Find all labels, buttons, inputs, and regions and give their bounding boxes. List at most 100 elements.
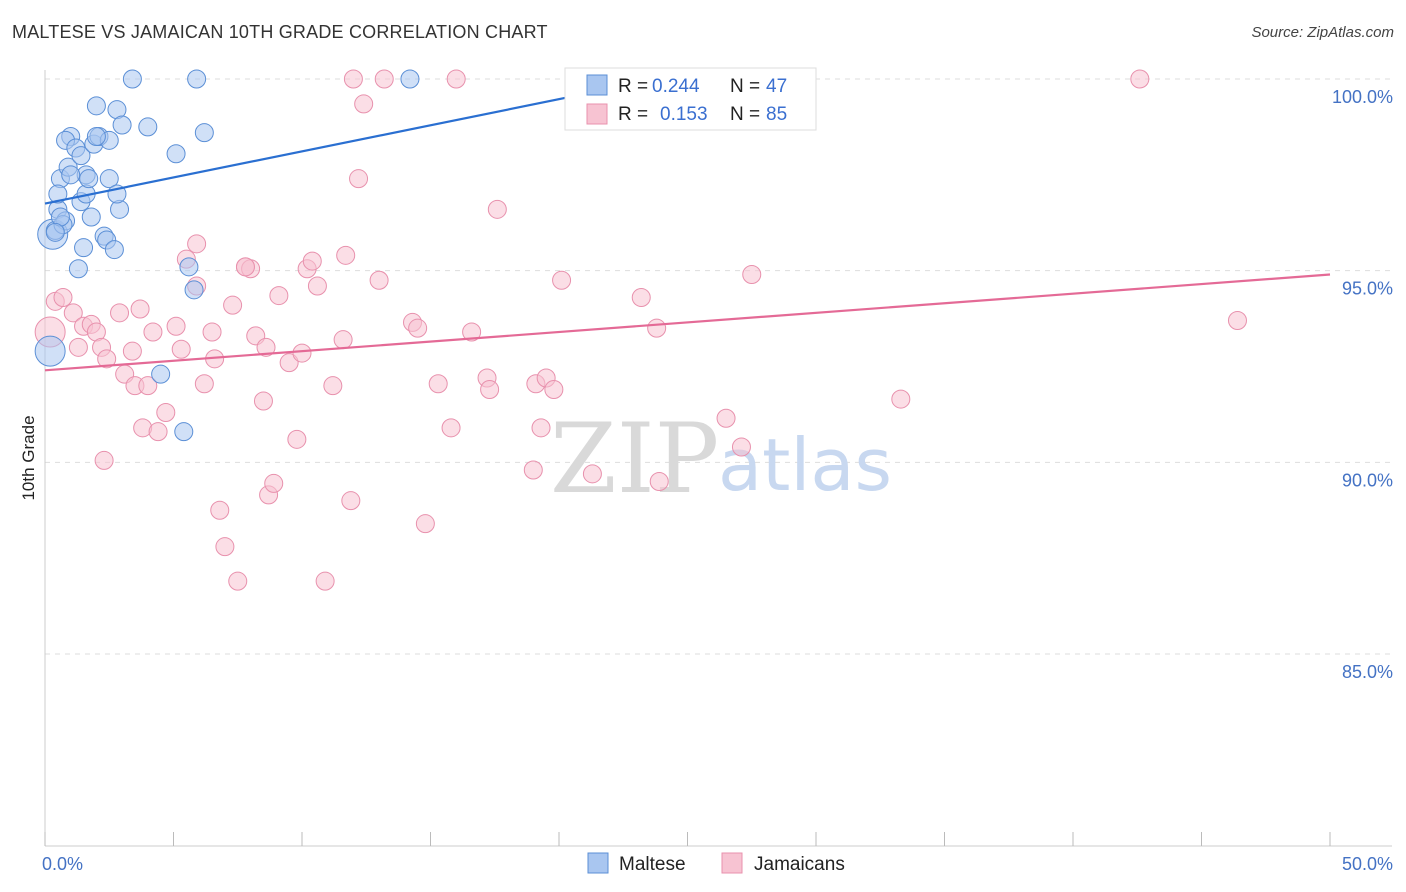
jamaicans-point	[68, 337, 88, 357]
jamaicans-point	[187, 234, 207, 254]
series-legend: Maltese Jamaicans	[587, 852, 845, 875]
jamaicans-point	[166, 316, 186, 336]
jamaicans-point	[292, 343, 312, 363]
jamaicans-point	[210, 500, 230, 520]
gridlines	[45, 78, 1392, 655]
maltese-point	[68, 259, 88, 279]
jamaicans-point	[302, 251, 322, 271]
jamaicans-point	[202, 322, 222, 342]
jamaicans-point	[323, 376, 343, 396]
maltese-point	[122, 69, 142, 89]
maltese-point	[174, 422, 194, 442]
maltese-r-value: 0.244	[652, 76, 700, 97]
maltese-point	[194, 123, 214, 143]
jamaicans-r-label: R =	[618, 104, 648, 125]
jamaicans-point	[171, 339, 191, 359]
jamaicans-point	[408, 318, 428, 338]
jamaicans-point	[287, 429, 307, 449]
jamaicans-point	[333, 330, 353, 350]
stats-legend: R = 0.244 N = 47 R = 0.153 N = 85	[564, 67, 817, 131]
jamaicans-point	[138, 376, 158, 396]
y-tick-label: 85.0%	[1342, 662, 1393, 682]
jamaicans-point	[415, 514, 435, 534]
watermark-atlas: atlas	[718, 423, 892, 507]
maltese-point	[45, 222, 65, 242]
jamaicans-point	[480, 380, 500, 399]
maltese-point	[79, 169, 99, 189]
jamaicans-n-label: N =	[730, 104, 760, 125]
jamaicans-point	[349, 169, 369, 189]
trend-lines	[44, 79, 1331, 372]
jamaicans-point	[341, 491, 361, 511]
maltese-trend-line	[44, 79, 650, 205]
maltese-point	[151, 364, 171, 384]
jamaicans-point	[235, 257, 255, 277]
maltese-point	[74, 238, 94, 258]
x-tick-label: 50.0%	[1342, 854, 1393, 874]
y-tick-label: 90.0%	[1342, 470, 1393, 490]
x-tick-marks	[44, 832, 1331, 846]
watermark: ZIP atlas	[550, 403, 892, 515]
maltese-point	[86, 96, 106, 116]
maltese-point	[138, 117, 158, 137]
maltese-bottom-swatch	[587, 852, 609, 874]
source-label: Source: ZipAtlas.com	[1251, 24, 1394, 41]
jamaicans-point	[343, 69, 363, 89]
maltese-point	[34, 335, 66, 367]
maltese-point	[179, 257, 199, 277]
jamaicans-point	[63, 303, 83, 323]
jamaicans-point	[487, 199, 507, 219]
maltese-point	[112, 115, 132, 135]
jamaicans-point	[143, 322, 163, 342]
jamaicans-point	[647, 318, 667, 338]
maltese-point	[184, 280, 204, 300]
jamaicans-point	[891, 389, 911, 409]
jamaicans-point	[374, 69, 394, 89]
jamaicans-points	[34, 69, 1247, 591]
jamaicans-point	[269, 286, 289, 306]
jamaicans-point	[354, 94, 374, 114]
maltese-n-label: N =	[730, 76, 760, 97]
jamaicans-point	[446, 69, 466, 89]
y-axis-label: 10th Grade	[19, 415, 38, 500]
jamaicans-bottom-swatch	[721, 852, 743, 874]
maltese-point	[400, 69, 420, 89]
jamaicans-point	[544, 380, 564, 399]
jamaicans-point	[97, 349, 117, 369]
maltese-r-label: R =	[618, 76, 648, 97]
maltese-bottom-label: Maltese	[619, 854, 686, 875]
jamaicans-point	[742, 265, 762, 284]
jamaicans-point	[228, 571, 248, 591]
maltese-point	[48, 184, 68, 204]
jamaicans-point	[110, 303, 130, 323]
jamaicans-point	[552, 270, 572, 290]
x-tick-label: 0.0%	[42, 854, 83, 874]
jamaicans-bottom-label: Jamaicans	[754, 854, 845, 875]
maltese-point	[187, 69, 207, 89]
jamaicans-point	[716, 408, 736, 428]
jamaicans-point	[223, 295, 243, 315]
maltese-point	[61, 165, 81, 185]
jamaicans-point	[130, 299, 150, 319]
jamaicans-point	[731, 437, 751, 457]
jamaicans-point	[582, 464, 602, 484]
y-tick-label: 100.0%	[1332, 87, 1393, 107]
jamaicans-legend-swatch	[586, 103, 608, 125]
y-tick-labels: 100.0% 95.0% 90.0% 85.0%	[1332, 87, 1393, 682]
jamaicans-point	[462, 322, 482, 342]
axes	[44, 70, 1392, 847]
jamaicans-point	[441, 418, 461, 438]
jamaicans-point	[279, 353, 299, 373]
jamaicans-point	[156, 403, 176, 422]
maltese-point	[71, 146, 91, 166]
maltese-point	[166, 144, 186, 164]
jamaicans-point	[264, 473, 284, 493]
chart-title: MALTESE VS JAMAICAN 10TH GRADE CORRELATI…	[12, 22, 548, 42]
maltese-legend-swatch	[586, 74, 608, 96]
maltese-point	[104, 240, 124, 260]
jamaicans-point	[307, 276, 327, 296]
jamaicans-point	[315, 571, 335, 591]
jamaicans-point	[94, 450, 114, 470]
jamaicans-point	[523, 460, 543, 480]
